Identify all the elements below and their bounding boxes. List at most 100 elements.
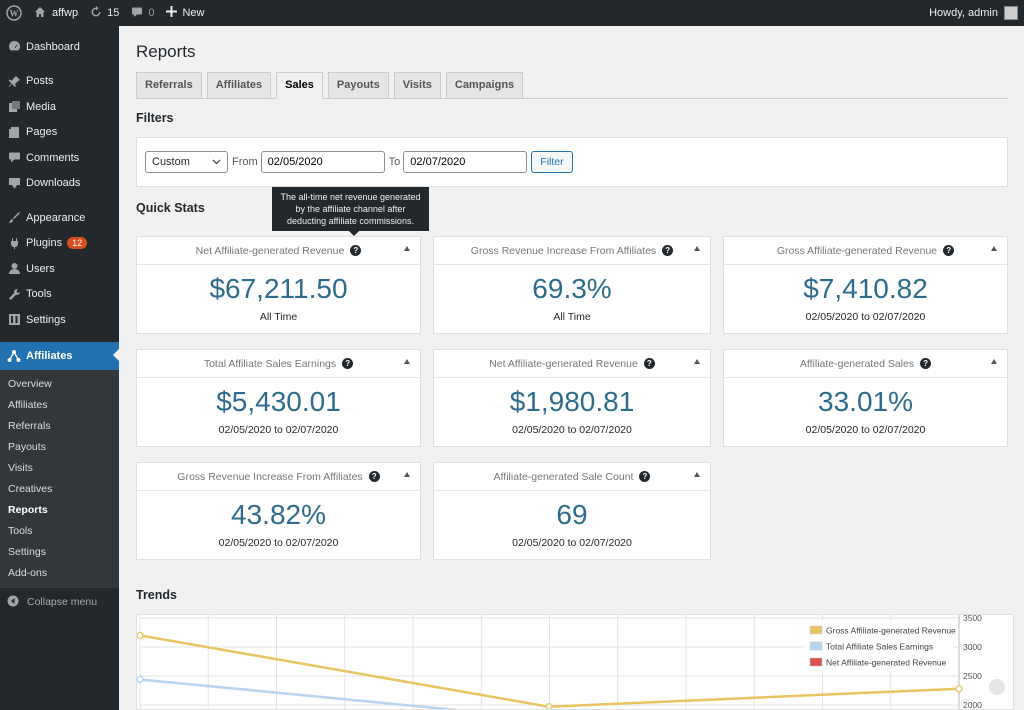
card-value: $67,211.50 (209, 273, 348, 304)
stat-card: Total Affiliate Sales Earnings ? $5,430.… (136, 349, 421, 447)
collapse-menu-button[interactable]: Collapse menu (0, 588, 119, 616)
submenu-item-tools[interactable]: Tools (8, 524, 33, 537)
collapse-toggle-icon[interactable] (991, 359, 997, 364)
help-icon[interactable]: ? (920, 358, 932, 369)
from-label: From (232, 156, 258, 168)
sidebar-item-label: Affiliates (26, 349, 73, 362)
filters-panel: Custom From To Filter (136, 137, 1008, 187)
legend-background (804, 620, 953, 672)
help-icon[interactable]: ? (943, 245, 955, 256)
y-tick-label: 2500 (963, 671, 982, 681)
collapse-toggle-icon[interactable] (694, 359, 700, 364)
submenu-item-visits[interactable]: Visits (8, 461, 33, 474)
sidebar-item-tools[interactable]: Tools (0, 282, 119, 308)
sidebar-item-appearance[interactable]: Appearance (0, 205, 119, 231)
wordpress-logo-icon[interactable]: W (0, 0, 28, 26)
tab-affiliates[interactable]: Affiliates (206, 72, 272, 98)
help-icon[interactable]: ? (662, 245, 674, 256)
sidebar-item-label: Pages (26, 126, 58, 139)
comment-icon (7, 151, 21, 165)
sidebar-item-users[interactable]: Users (0, 256, 119, 282)
collapse-toggle-icon[interactable] (404, 246, 410, 251)
date-range-value: Custom (152, 156, 190, 168)
submenu-item-settings[interactable]: Settings (8, 545, 46, 558)
series-line-total-earnings (139, 678, 460, 709)
updates-link[interactable]: 15 (84, 0, 125, 26)
plus-icon (166, 6, 178, 20)
chart-series (137, 631, 963, 709)
to-date-input[interactable] (403, 151, 528, 173)
card-value: 69.3% (532, 273, 612, 304)
collapse-toggle-icon[interactable] (404, 472, 410, 477)
submenu-item-reports[interactable]: Reports (8, 503, 48, 516)
tab-referrals[interactable]: Referrals (136, 72, 202, 98)
sidebar-item-label: Posts (26, 75, 54, 88)
help-icon[interactable]: ? (368, 471, 380, 482)
dashboard-icon (7, 40, 21, 54)
comments-link[interactable]: 0 (125, 0, 160, 26)
submenu-item-payouts[interactable]: Payouts (8, 440, 46, 453)
sidebar-item-settings[interactable]: Settings (0, 307, 119, 333)
help-icon[interactable]: ? (643, 358, 655, 369)
help-icon[interactable]: ? (639, 471, 651, 482)
collapse-toggle-icon[interactable] (694, 246, 700, 251)
report-tabs: Referrals Affiliates Sales Payouts Visit… (136, 72, 1008, 99)
help-icon[interactable]: ? (350, 245, 362, 256)
submenu-item-referrals[interactable]: Referrals (8, 419, 51, 432)
sidebar-item-pages[interactable]: Pages (0, 120, 119, 146)
submenu-item-add-ons[interactable]: Add-ons (8, 566, 48, 579)
card-subtitle: All Time (553, 311, 591, 323)
admin-sidebar: Dashboard Posts Media Pages Comments Dow… (0, 26, 119, 710)
sidebar-item-label: Settings (26, 313, 66, 326)
sidebar-item-affiliates[interactable]: Affiliates (0, 341, 119, 370)
avatar (1004, 6, 1018, 20)
plugin-icon (7, 236, 21, 250)
legend-label: Gross Affiliate-generated Revenue (826, 626, 956, 636)
site-name-link[interactable]: affwp (28, 0, 84, 26)
card-value: 43.82% (231, 499, 326, 530)
sidebar-item-posts[interactable]: Posts (0, 69, 119, 95)
card-value: $5,430.01 (216, 386, 341, 417)
date-range-select[interactable]: Custom (145, 151, 228, 173)
sidebar-item-comments[interactable]: Comments (0, 145, 119, 171)
plugins-update-badge: 12 (67, 237, 88, 250)
tab-payouts[interactable]: Payouts (327, 72, 389, 98)
submenu-item-creatives[interactable]: Creatives (8, 482, 53, 495)
collapse-toggle-icon[interactable] (694, 472, 700, 477)
card-subtitle: 02/05/2020 to 02/07/2020 (512, 537, 632, 549)
submenu-item-overview[interactable]: Overview (8, 377, 52, 390)
site-name: affwp (52, 7, 79, 19)
page-title: Reports (136, 42, 196, 61)
from-date-input[interactable] (260, 151, 385, 173)
submenu-item-affiliates[interactable]: Affiliates (8, 398, 48, 411)
wrench-icon (7, 287, 21, 301)
comments-count: 0 (148, 7, 155, 19)
new-content-link[interactable]: New (160, 0, 210, 26)
media-icon (7, 100, 21, 114)
brush-icon (7, 211, 21, 225)
y-tick-label: 2000 (963, 700, 982, 710)
howdy-text: Howdy, admin (929, 7, 998, 19)
comment-icon (131, 6, 143, 21)
collapse-toggle-icon[interactable] (404, 359, 410, 364)
sidebar-item-media[interactable]: Media (0, 94, 119, 120)
sidebar-item-downloads[interactable]: Downloads (0, 171, 119, 197)
affiliates-icon (7, 349, 21, 363)
collapse-toggle-icon[interactable] (991, 246, 997, 251)
card-header: Gross Affiliate-generated Revenue ? (724, 237, 1007, 265)
user-icon (7, 262, 21, 276)
sidebar-item-label: Users (26, 262, 55, 275)
my-account-link[interactable]: Howdy, admin (923, 0, 1024, 26)
tab-visits[interactable]: Visits (393, 72, 441, 98)
affiliates-submenu: Overview Affiliates Referrals Payouts Vi… (0, 369, 119, 588)
tab-campaigns[interactable]: Campaigns (445, 72, 524, 98)
legend-label: Net Affiliate-generated Revenue (826, 658, 947, 668)
card-header: Net Affiliate-generated Revenue ? (137, 237, 420, 265)
filter-button[interactable]: Filter (531, 151, 573, 173)
help-icon[interactable]: ? (342, 358, 354, 369)
sidebar-item-dashboard[interactable]: Dashboard (0, 34, 119, 60)
download-icon (7, 176, 21, 190)
tab-sales[interactable]: Sales (276, 72, 323, 99)
home-icon (34, 6, 46, 21)
sidebar-item-plugins[interactable]: Plugins 12 (0, 231, 119, 257)
